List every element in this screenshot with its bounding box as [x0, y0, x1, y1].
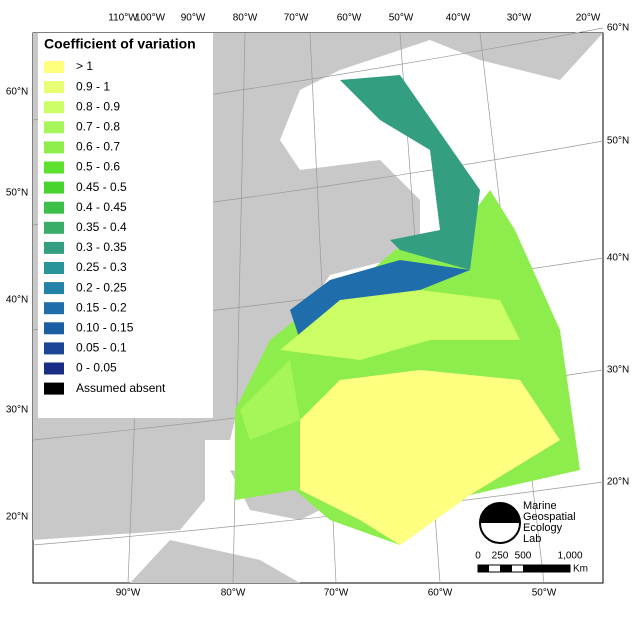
prediction-surface [235, 75, 580, 545]
legend-swatch [44, 241, 64, 254]
legend-label: 0.45 - 0.5 [76, 180, 127, 194]
legend-label: 0.05 - 0.1 [76, 341, 127, 355]
logo-text: Lab [523, 533, 541, 545]
logo-text: Geospatial [523, 511, 576, 523]
graticule-label: 80°W [233, 13, 258, 24]
legend-swatch [44, 342, 64, 355]
legend-label: 0.10 - 0.15 [76, 320, 134, 334]
legend-swatch [44, 362, 64, 375]
graticule-label: 30°N [607, 365, 629, 376]
legend-label: 0.6 - 0.7 [76, 140, 120, 154]
scale-bar-segment [478, 565, 489, 572]
graticule-label: 70°W [284, 13, 309, 24]
scale-label: 500 [515, 551, 532, 562]
legend-label: 0.8 - 0.9 [76, 99, 120, 113]
legend-label: 0.7 - 0.8 [76, 119, 120, 133]
legend-label: 0.5 - 0.6 [76, 160, 120, 174]
graticule-label: 40°N [607, 253, 629, 264]
graticule-label: 20°N [607, 477, 629, 488]
graticule-label: 110°W [108, 13, 138, 24]
graticule-label: 60°N [6, 87, 28, 98]
graticule-label: 50°W [389, 13, 414, 24]
scale-label: 1,000 [557, 551, 582, 562]
logo [479, 502, 521, 544]
logo-text: Ecology [523, 522, 563, 534]
legend-swatch [44, 302, 64, 315]
graticule-label: 60°W [337, 13, 362, 24]
scale-bar-segment [500, 565, 512, 572]
legend-label: 0.15 - 0.2 [76, 300, 127, 314]
legend-swatch [44, 61, 64, 73]
scale-label: 0 [475, 551, 481, 562]
graticule-label: 70°W [324, 588, 349, 599]
legend-swatch [44, 121, 64, 134]
graticule-label: 60°W [428, 588, 453, 599]
legend-title: Coefficient of variation [44, 36, 196, 52]
graticule-label: 50°W [532, 588, 557, 599]
scale-bar [477, 564, 571, 573]
legend-swatch [44, 201, 64, 214]
graticule-label: 20°W [576, 13, 601, 24]
legend-label: 0.3 - 0.35 [76, 240, 127, 254]
legend-label: > 1 [76, 59, 93, 73]
graticule-label: 50°N [607, 136, 629, 147]
scale-unit: Km [573, 564, 588, 575]
legend-swatch [44, 282, 64, 295]
graticule-label: 80°W [221, 588, 246, 599]
legend-swatch [44, 161, 64, 174]
graticule-label: 90°W [181, 13, 206, 24]
graticule-label: 100°W [135, 13, 166, 24]
graticule-label: 30°W [507, 13, 532, 24]
scale-bar-segment [523, 565, 570, 572]
legend-label: 0.2 - 0.25 [76, 280, 127, 294]
legend-label: 0.25 - 0.3 [76, 260, 127, 274]
graticule-label: 40°W [446, 13, 471, 24]
graticule-label: 20°N [6, 512, 28, 523]
legend-swatch [44, 101, 64, 114]
legend-label: 0.35 - 0.4 [76, 220, 127, 234]
legend-label: 0.4 - 0.45 [76, 200, 127, 214]
legend-swatch [44, 221, 64, 234]
graticule-label: 30°N [6, 405, 28, 416]
legend-box [38, 33, 213, 418]
legend-swatch [44, 262, 64, 274]
logo-globe-half [480, 503, 520, 523]
legend-label: Assumed absent [76, 381, 166, 395]
legend: Coefficient of variation > 1 0.9 - 1 0.8 -… [44, 36, 196, 395]
scale-label: 250 [492, 551, 509, 562]
graticule-label: 90°W [116, 588, 141, 599]
legend-swatch [44, 81, 64, 94]
legend-label: 0 - 0.05 [76, 361, 117, 375]
legend-swatch [44, 141, 64, 154]
logo-text: Marine [523, 500, 557, 512]
legend-label: 0.9 - 1 [76, 79, 110, 93]
legend-swatch [44, 322, 64, 335]
graticule-label: 40°N [6, 295, 28, 306]
graticule-label: 60°N [607, 23, 629, 34]
legend-swatch [44, 382, 64, 395]
legend-swatch [44, 181, 64, 194]
graticule-label: 50°N [6, 188, 28, 199]
